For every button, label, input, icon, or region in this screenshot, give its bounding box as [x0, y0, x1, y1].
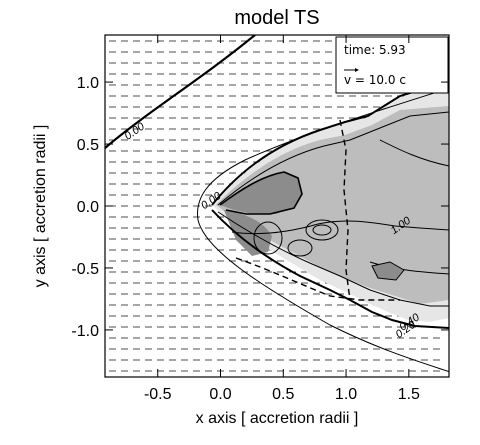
wake-contour-mid	[231, 220, 449, 235]
axis-tick-labels: -0.5 0.0 0.5 1.0 1.5 -1.0 -0.5 0.0 0.5 1.0	[71, 75, 420, 403]
wake-contour-dashed	[339, 119, 351, 301]
wake-blob	[371, 261, 405, 281]
x-tick-label: 0.0	[209, 386, 231, 403]
plot-area	[105, 35, 449, 377]
y-tick-label: 0.0	[77, 199, 99, 216]
y-tick-label: -1.0	[71, 323, 99, 340]
wake-region-medium	[216, 106, 449, 304]
wake-contour-inner-lower	[217, 211, 449, 307]
wake-contour-inner-upper	[217, 111, 449, 206]
velocity-key-annotation: v = 10.0 c	[344, 73, 406, 87]
y-tick-label: 0.5	[77, 137, 99, 154]
wake-contour-lower-edge	[211, 209, 449, 329]
x-tick-label: 1.0	[335, 386, 357, 403]
wake-region-dark	[220, 172, 302, 214]
x-axis-label: x axis [ accretion radii ]	[196, 410, 359, 427]
chart-title: model TS	[234, 7, 319, 29]
wake-contour-right-2	[369, 261, 449, 275]
axis-ticks	[105, 35, 449, 377]
wake-contour-core	[219, 171, 303, 215]
x-tick-label: -0.5	[144, 386, 172, 403]
vortex-contour-1	[305, 219, 339, 241]
wake-contour-right	[379, 139, 449, 167]
vortex-contour-4	[287, 239, 313, 257]
shock-contour-thick	[105, 35, 256, 149]
wake-contour-upper-edge	[211, 87, 449, 206]
annotation-box	[335, 36, 449, 94]
vortex-contour-3	[253, 221, 283, 255]
y-axis-label: y axis [ accretion radii ]	[32, 125, 49, 288]
wake-contour-dashed-lower	[235, 257, 400, 301]
x-tick-label: 1.5	[398, 386, 420, 403]
x-tick-label: 0.5	[272, 386, 294, 403]
y-tick-label: 1.0	[77, 75, 99, 92]
time-annotation: time: 5.93	[344, 43, 406, 57]
vortex-contour-2	[312, 224, 332, 236]
y-tick-label: -0.5	[71, 261, 99, 278]
